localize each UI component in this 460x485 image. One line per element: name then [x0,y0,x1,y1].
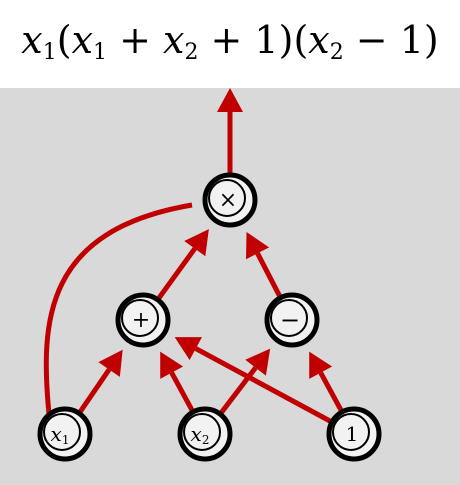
node-x1: x1 [37,406,93,462]
formula-variable: x [308,18,330,62]
edge-x1-to-times [43,202,193,415]
edge-one-to-minus [309,351,345,415]
node-inner-ring [208,179,246,217]
formula-variable: x [21,18,43,62]
edge-curve [43,202,193,415]
node-x2: x2 [177,406,233,462]
formula-subscript: 1 [42,40,57,65]
node-inner-ring [183,413,221,451]
node-label: − [280,306,300,334]
arrowhead [160,351,184,379]
arrowhead [217,88,243,112]
node-label-subscript: 2 [202,433,210,447]
edge-line [318,371,345,415]
formula-text: + [107,18,163,62]
node-label: × [219,188,237,213]
node-inner-ring [121,299,159,337]
arrowhead [245,348,271,376]
nodes: × + − x1 x2 1 [37,172,382,462]
edge-minus-to-times [245,231,284,300]
edge-times-to-output [217,88,243,176]
formula-variable: x [163,18,185,62]
arrowhead [184,229,209,257]
edge-line [155,247,197,303]
node-label: x2 [191,422,210,447]
node-label: + [132,308,150,333]
formula-variable: x [71,18,93,62]
edge-line [169,371,196,415]
formula-text: − 1) [343,18,439,62]
arrowhead [309,351,333,379]
node-minus: − [264,292,320,348]
node-plus: + [115,292,171,348]
edge-line [217,366,258,417]
edge-line [255,252,284,300]
edge-plus-to-times [155,229,209,303]
formula-subscript: 2 [329,40,344,65]
edge-x1-to-plus [76,349,123,416]
node-times: × [202,172,258,228]
arrowhead [245,231,270,260]
node-inner-ring [332,413,370,451]
formula-text: ( [56,18,72,62]
node-label: x1 [51,422,70,447]
formula-subscript: 2 [184,40,199,65]
arrowhead [174,337,202,360]
node-inner-ring [270,299,308,337]
edge-line [194,346,347,432]
node-label-subscript: 1 [62,433,70,447]
edges [43,88,347,432]
formula-text: + 1)( [198,18,309,62]
edge-x2-to-plus [160,351,196,415]
edge-line [76,368,112,416]
arrowhead [98,349,123,377]
formula-subscript: 1 [93,40,107,65]
node-inner-ring [43,413,81,451]
edge-one-to-plus [174,337,347,432]
node-one: 1 [326,406,382,462]
node-label: 1 [346,422,359,446]
formula-title: x1(x1 + x2 + 1)(x2 − 1) [0,18,460,80]
